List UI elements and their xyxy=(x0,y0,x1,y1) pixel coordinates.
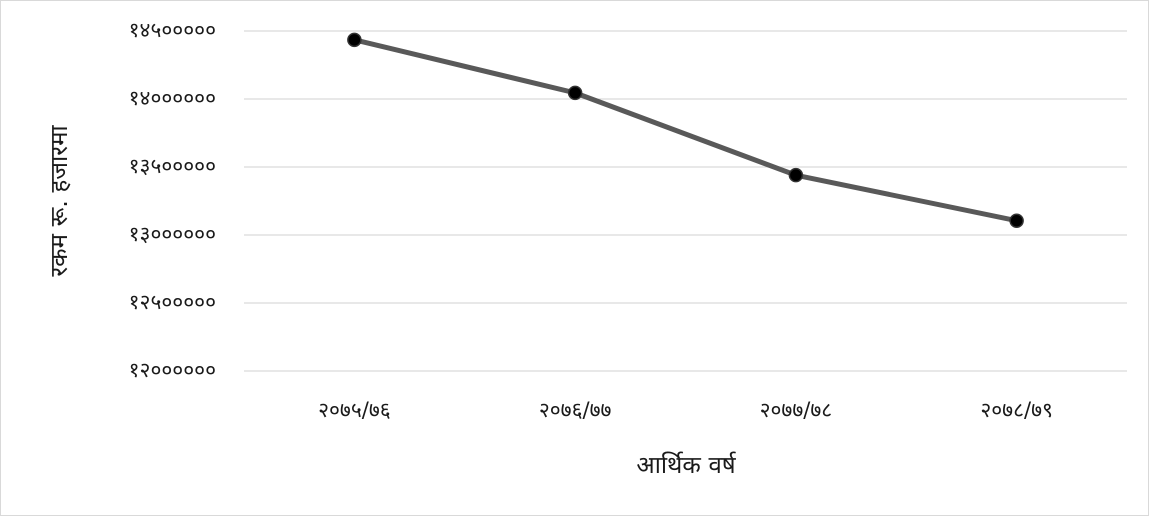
y-tick-label: १४०००००० xyxy=(129,86,216,110)
data-point xyxy=(567,85,583,101)
y-tick-label: १३५००००० xyxy=(129,154,216,178)
x-tick-label: २०७७/७८ xyxy=(760,398,833,422)
y-tick-label: १४५००००० xyxy=(129,18,216,42)
y-tick-label: १२०००००० xyxy=(129,358,216,382)
data-point xyxy=(347,32,362,48)
x-tick-label: २०७६/७७ xyxy=(539,398,612,422)
y-axis-title: रकम रू. हजारमा xyxy=(45,125,73,277)
data-point xyxy=(788,167,804,183)
x-tick-label: २०७५/७६ xyxy=(318,398,391,422)
series-line xyxy=(351,37,1020,224)
data-point xyxy=(1009,213,1024,228)
x-axis-title: आर्थिक वर्ष xyxy=(636,451,736,479)
x-tick-label: २०७८/७९ xyxy=(980,398,1053,422)
y-tick-label: १३०००००० xyxy=(129,222,216,246)
y-tick-label: १२५००००० xyxy=(129,290,216,314)
